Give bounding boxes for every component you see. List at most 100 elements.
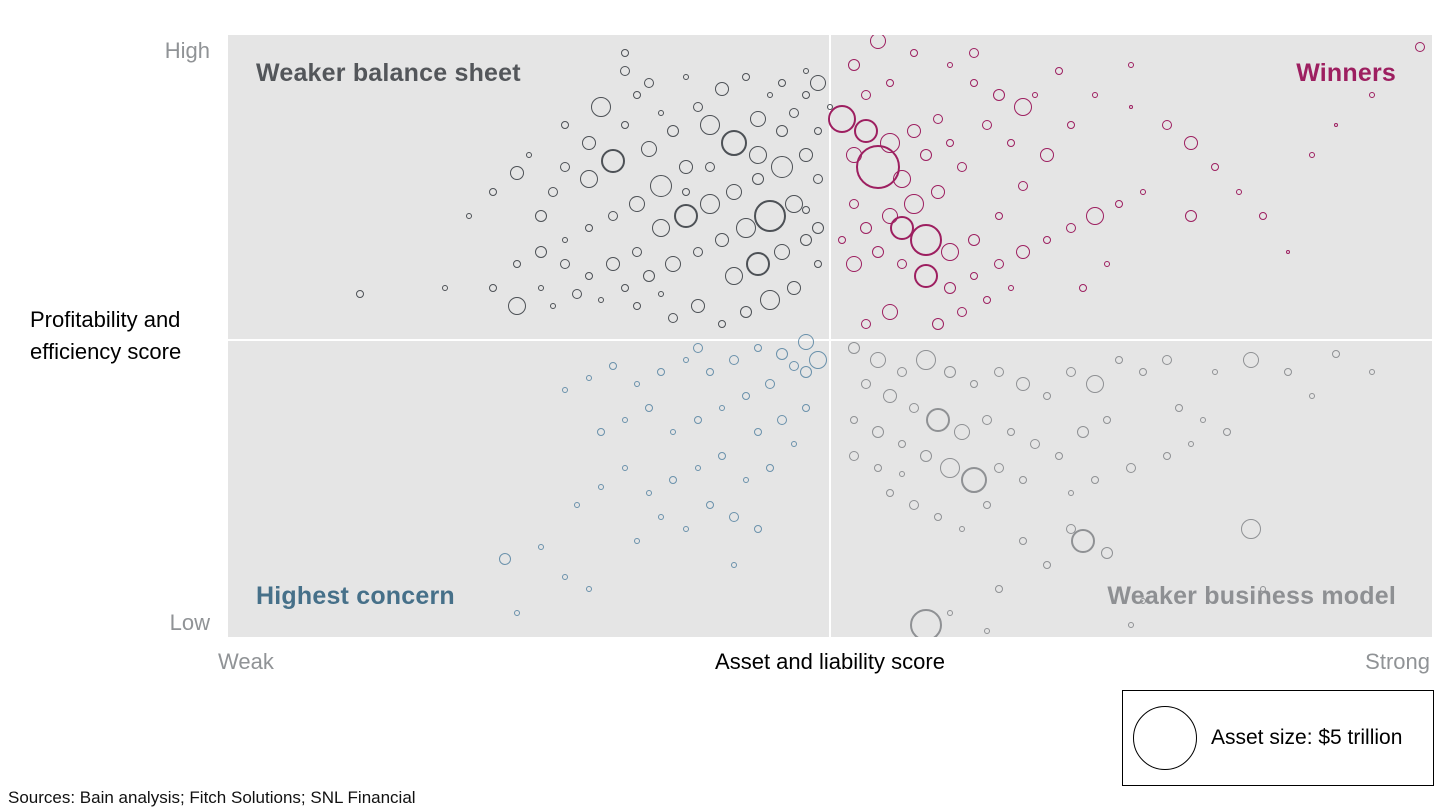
bubble xyxy=(1162,120,1173,131)
bubble xyxy=(1065,367,1076,378)
bubble xyxy=(704,162,715,173)
bubble xyxy=(1066,121,1075,130)
plot-area: Weaker balance sheet Winners Highest con… xyxy=(228,35,1432,637)
bubble xyxy=(920,149,933,162)
bubble xyxy=(1331,350,1340,359)
bubble xyxy=(1015,377,1030,392)
bubble xyxy=(1006,428,1015,437)
bubble xyxy=(465,212,472,219)
bubble xyxy=(632,246,643,257)
bubble xyxy=(993,463,1004,474)
bubble xyxy=(920,450,933,463)
bubble xyxy=(872,245,885,258)
bubble xyxy=(886,79,895,88)
bubble xyxy=(658,513,665,520)
bubble xyxy=(717,319,726,328)
bubble xyxy=(730,561,737,568)
bubble xyxy=(934,512,943,521)
bubble xyxy=(993,367,1004,378)
bubble xyxy=(1188,441,1195,448)
bubble xyxy=(947,62,954,69)
bubble xyxy=(813,259,822,268)
bubble xyxy=(718,405,725,412)
bubble xyxy=(538,543,545,550)
bubble xyxy=(598,296,605,303)
bubble xyxy=(1018,536,1027,545)
bubble xyxy=(633,91,642,100)
bubble xyxy=(856,145,901,190)
bubble xyxy=(1029,439,1040,450)
bubble xyxy=(735,217,756,238)
bubble xyxy=(801,404,810,413)
bubble xyxy=(775,125,788,138)
y-axis-title-line2: efficiency score xyxy=(30,338,182,364)
bubble xyxy=(621,283,630,292)
bubble xyxy=(1285,249,1290,254)
bubble xyxy=(1333,123,1338,128)
bubble xyxy=(699,193,720,214)
bubble xyxy=(808,351,827,370)
bubble xyxy=(1042,560,1051,569)
bubble xyxy=(790,441,797,448)
bubble xyxy=(550,302,557,309)
bubble xyxy=(670,429,677,436)
bubble xyxy=(1054,67,1063,76)
bubble xyxy=(748,146,767,165)
bubble xyxy=(745,251,770,276)
bubble xyxy=(944,281,957,294)
bubble xyxy=(699,115,720,136)
bubble xyxy=(512,259,521,268)
bubble xyxy=(776,415,787,426)
bubble xyxy=(609,362,618,371)
bubble xyxy=(870,35,887,50)
bubble xyxy=(629,195,646,212)
bubble xyxy=(897,367,908,378)
bubble xyxy=(633,301,642,310)
bubble xyxy=(658,110,665,117)
bubble xyxy=(849,451,860,462)
vertical-divider-line xyxy=(829,35,831,637)
bubble xyxy=(799,233,812,246)
bubble xyxy=(753,344,762,353)
bubble xyxy=(608,210,619,221)
bubble xyxy=(931,184,946,199)
bubble xyxy=(601,149,626,174)
bubble xyxy=(1260,585,1267,592)
bubble xyxy=(788,361,799,372)
bubble xyxy=(560,162,571,173)
bubble xyxy=(926,408,951,433)
bubble xyxy=(784,194,803,213)
bubble xyxy=(622,465,629,472)
bubble xyxy=(682,74,689,81)
bubble xyxy=(1126,463,1136,474)
bubble xyxy=(606,256,621,271)
bubble xyxy=(904,193,925,214)
bubble xyxy=(970,271,979,280)
bubble xyxy=(1236,188,1243,195)
bubble xyxy=(692,102,703,113)
bubble xyxy=(488,283,497,292)
bubble xyxy=(899,471,906,478)
bubble xyxy=(751,173,764,186)
bubble xyxy=(1031,92,1038,99)
bubble xyxy=(591,97,612,118)
bubble xyxy=(562,387,569,394)
bubble xyxy=(1102,416,1111,425)
bubble xyxy=(910,223,943,256)
bubble xyxy=(620,66,631,77)
bubble xyxy=(717,452,726,461)
bubble xyxy=(1103,260,1110,267)
bubble xyxy=(861,318,872,329)
bubble xyxy=(861,90,872,101)
bubble xyxy=(644,78,655,89)
bubble xyxy=(799,366,812,379)
bubble xyxy=(526,152,532,159)
bubble xyxy=(764,379,775,390)
bubble xyxy=(535,245,548,258)
y-axis-high-label: High xyxy=(164,38,210,63)
bubble xyxy=(741,73,750,82)
bubble xyxy=(1090,476,1099,485)
bubble xyxy=(1368,92,1375,99)
bubble xyxy=(728,511,739,522)
bubble xyxy=(645,404,654,413)
